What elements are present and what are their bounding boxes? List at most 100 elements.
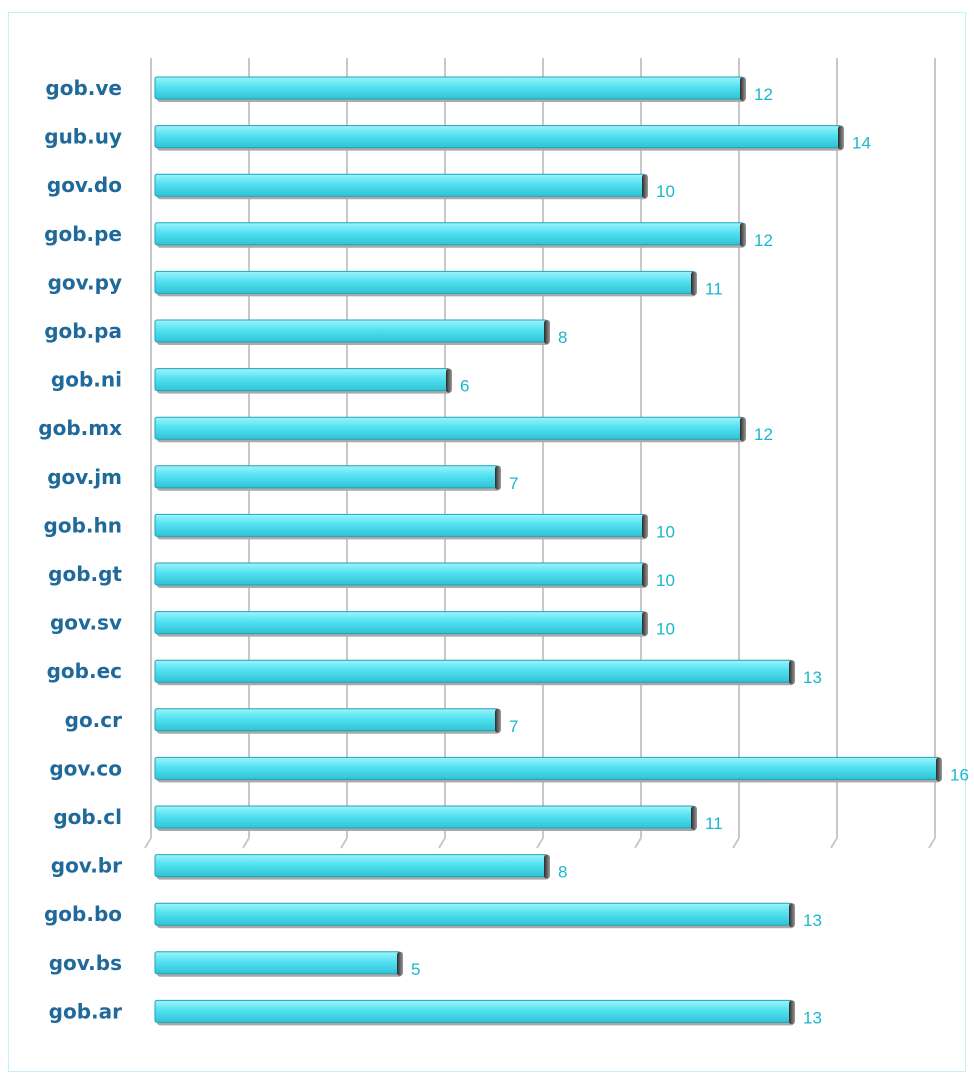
category-label: gob.pe (44, 222, 122, 246)
category-label: gov.py (48, 270, 122, 294)
bar (154, 222, 746, 248)
gridline-foot (634, 837, 642, 849)
bar-body (154, 513, 646, 537)
bar (154, 416, 746, 443)
bar-body (154, 756, 940, 780)
bar (154, 951, 403, 977)
bar-body (154, 76, 744, 100)
bar-body (154, 854, 548, 878)
bar-body (154, 805, 695, 829)
bar-end-cap (838, 125, 844, 150)
data-label: 10 (656, 620, 675, 639)
gridline-foot (732, 837, 740, 849)
bars (154, 76, 942, 1026)
category-label: gob.gt (48, 562, 122, 586)
gridline-foot (242, 837, 250, 849)
bar (154, 708, 501, 734)
category-label: gob.mx (38, 416, 122, 440)
category-label: gob.ni (51, 368, 122, 392)
bar-end-cap (740, 77, 746, 101)
category-label: go.cr (65, 708, 123, 732)
bar-body (154, 902, 793, 926)
bar (154, 76, 746, 102)
bar-body (154, 222, 744, 246)
bar-end-cap (544, 854, 550, 879)
category-label: gob.ar (49, 999, 122, 1023)
category-label: gov.do (47, 173, 122, 197)
bar-end-cap (789, 903, 795, 928)
bar-end-cap (495, 465, 501, 490)
data-label: 10 (656, 571, 675, 590)
bar (154, 659, 795, 686)
gridline-foot (536, 837, 544, 849)
bar-body (154, 708, 499, 732)
bar-body (154, 173, 646, 197)
bar-body (154, 416, 744, 440)
bar-end-cap (691, 271, 697, 296)
data-label: 13 (803, 668, 822, 687)
category-label: gob.bo (44, 902, 122, 926)
bar (154, 173, 648, 200)
bar (154, 756, 942, 783)
bar (154, 611, 648, 637)
bar-end-cap (642, 611, 648, 636)
data-label: 10 (656, 182, 675, 201)
data-label: 12 (754, 231, 773, 250)
gridline-foot (438, 837, 446, 849)
bar-body (154, 319, 548, 343)
bar-body (154, 125, 842, 149)
bar-end-cap (544, 320, 550, 344)
bar (154, 270, 697, 297)
bar (154, 368, 452, 394)
data-label: 12 (754, 425, 773, 444)
bar-end-cap (642, 174, 648, 199)
gridline-foot (144, 837, 152, 849)
data-label: 7 (509, 474, 518, 493)
data-label: 8 (558, 863, 567, 882)
category-label: gov.bs (49, 951, 122, 975)
bar (154, 999, 795, 1026)
bar-body (154, 999, 793, 1023)
bar (154, 902, 795, 929)
bar-end-cap (789, 1000, 795, 1025)
category-label: gob.pa (44, 319, 122, 343)
bar (154, 562, 648, 588)
category-label: gob.hn (44, 513, 122, 537)
category-label: gov.jm (47, 465, 122, 489)
bar (154, 465, 501, 491)
bar-end-cap (936, 757, 942, 782)
bar-end-cap (740, 222, 746, 247)
bar-body (154, 951, 401, 975)
bar-end-cap (740, 417, 746, 442)
data-label: 7 (509, 717, 518, 736)
data-labels: 12 14 10 12 11 8 6 12 7 10 10 10 13 7 16 11 8 13 5 13 (411, 85, 969, 1027)
data-label: 10 (656, 522, 675, 541)
data-label: 11 (705, 279, 723, 298)
bar-body (154, 465, 499, 489)
bar (154, 513, 648, 540)
bar (154, 125, 844, 151)
bar-end-cap (691, 806, 697, 830)
data-label: 13 (803, 911, 822, 930)
gridline-foot (340, 837, 348, 849)
data-label: 11 (705, 814, 723, 833)
gridline-foot (928, 837, 936, 849)
bar-body (154, 270, 695, 294)
category-label: gub.uy (44, 125, 122, 149)
bar-body (154, 659, 793, 683)
bar (154, 854, 550, 880)
bar-end-cap (642, 514, 648, 539)
category-labels: gob.ve gub.uy gov.do gob.pe gov.py gob.pa gob.… (38, 76, 122, 1023)
bar-end-cap (642, 563, 648, 587)
bar-body (154, 611, 646, 635)
bar-end-cap (446, 368, 452, 393)
gridline-foot (830, 837, 838, 849)
data-label: 14 (852, 134, 871, 153)
category-label: gob.ve (45, 76, 122, 100)
bar-end-cap (495, 708, 501, 733)
category-label: gob.ec (47, 659, 122, 683)
category-label: gob.cl (53, 805, 122, 829)
bar-end-cap (789, 660, 795, 685)
data-label: 8 (558, 328, 567, 347)
